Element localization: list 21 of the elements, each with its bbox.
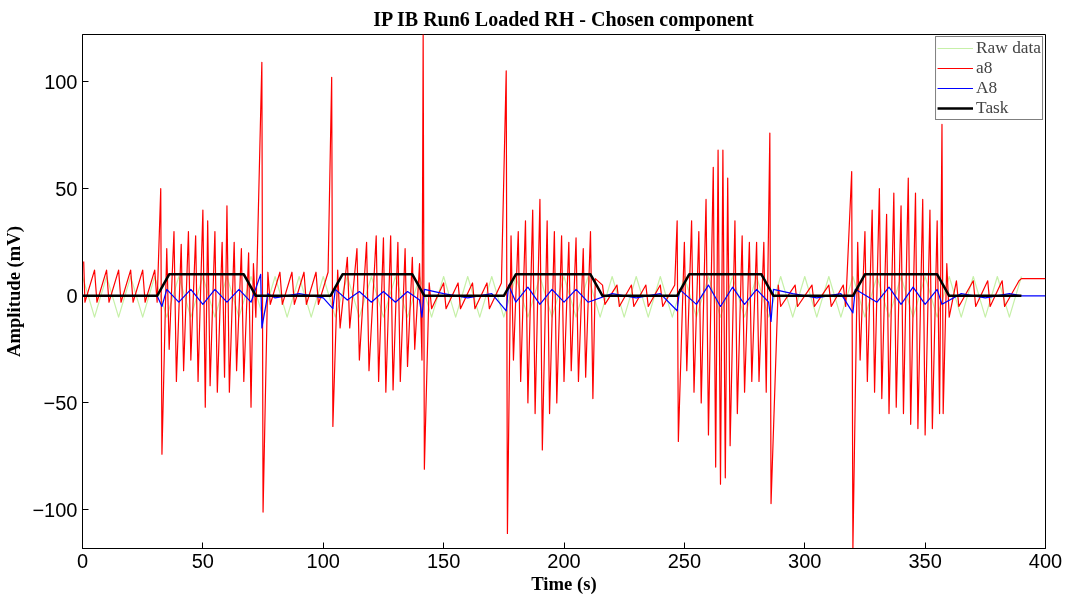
x-tick-label: 250 [667, 549, 702, 572]
y-tick-label: −50 [43, 391, 78, 414]
y-tick-label: 100 [44, 70, 78, 93]
y-tick-label: −100 [32, 498, 78, 521]
x-tick-label: 150 [426, 549, 461, 572]
x-tick-label: 350 [908, 549, 942, 572]
x-axis-title: Time (s) [531, 572, 597, 595]
x-tick-label: 100 [306, 549, 340, 572]
legend-label: Raw data [976, 38, 1041, 58]
legend-label: A8 [976, 78, 998, 98]
y-tick-label: 0 [66, 284, 78, 307]
x-tick-label: 50 [191, 549, 214, 572]
x-tick-label: 400 [1028, 549, 1063, 572]
y-axis-title: Amplitude (mV) [3, 225, 26, 358]
line-series [83, 34, 1046, 549]
x-tick-label: 200 [547, 549, 581, 572]
chart-title: IP IB Run6 Loaded RH - Chosen component [373, 7, 755, 31]
x-tick-label: 300 [788, 549, 822, 572]
legend-label: a8 [976, 58, 994, 78]
y-tick-label: 50 [55, 177, 78, 200]
legend-label: Task [976, 98, 1009, 118]
